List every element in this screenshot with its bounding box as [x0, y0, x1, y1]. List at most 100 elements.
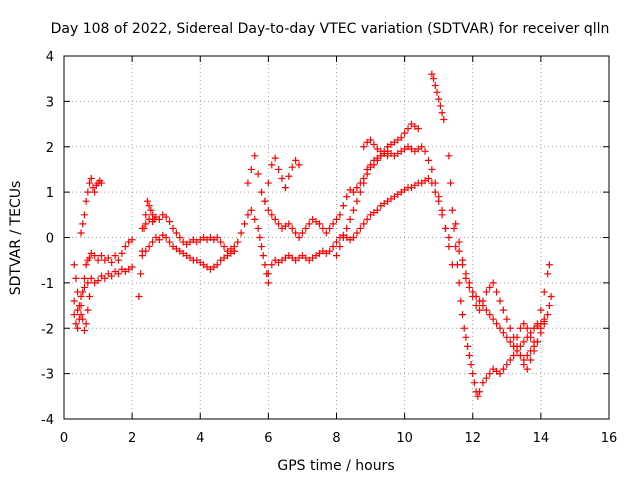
data-point: [258, 243, 266, 251]
data-point: [435, 197, 443, 205]
data-point: [438, 109, 446, 117]
data-point: [428, 165, 436, 173]
data-point: [169, 224, 177, 232]
data-point: [268, 161, 276, 169]
data-point: [367, 136, 375, 144]
data-point: [254, 170, 262, 178]
data-point: [424, 156, 432, 164]
data-point: [459, 261, 467, 269]
data-point: [479, 297, 487, 305]
data-point: [315, 220, 323, 228]
data-point: [115, 256, 122, 264]
data-point: [513, 333, 521, 341]
data-point: [353, 184, 361, 192]
data-point: [147, 206, 155, 214]
data-point: [217, 238, 225, 246]
data-point: [438, 211, 446, 219]
data-point: [442, 224, 449, 232]
data-point: [455, 247, 463, 255]
data-point: [503, 361, 511, 369]
data-point: [298, 229, 306, 237]
data-point: [499, 329, 507, 337]
data-point: [452, 220, 460, 228]
data-point: [363, 215, 371, 223]
data-point: [516, 351, 524, 359]
data-point: [80, 327, 88, 335]
data-point: [457, 297, 465, 305]
x-tick-label: 6: [264, 431, 272, 446]
data-point: [74, 288, 82, 296]
data-point: [140, 224, 148, 232]
data-point: [356, 224, 364, 232]
data-point: [251, 152, 259, 160]
data-point: [72, 274, 80, 282]
x-tick-label: 10: [396, 431, 413, 446]
data-point: [292, 156, 300, 164]
data-point: [476, 388, 484, 396]
data-point: [346, 215, 354, 223]
data-point: [230, 247, 238, 255]
data-point: [75, 302, 83, 310]
data-point: [128, 236, 136, 244]
data-point: [166, 218, 174, 226]
data-point: [462, 333, 470, 341]
data-point: [213, 234, 221, 241]
data-point: [82, 261, 90, 269]
data-point: [97, 252, 105, 260]
chart-title: Day 108 of 2022, Sidereal Day-to-day VTE…: [51, 21, 610, 37]
data-point: [506, 324, 514, 332]
data-point: [259, 252, 267, 260]
data-point: [82, 197, 90, 205]
data-point: [482, 306, 490, 314]
data-point: [336, 211, 344, 219]
data-point: [329, 220, 337, 228]
data-point: [94, 277, 102, 285]
data-point: [496, 324, 504, 332]
data-point: [322, 229, 330, 237]
data-point: [234, 238, 242, 246]
y-tick-label: -3: [41, 368, 54, 383]
data-point: [104, 254, 112, 262]
data-point: [452, 243, 460, 251]
data-point: [436, 102, 444, 110]
data-point: [343, 193, 351, 201]
data-point: [499, 365, 507, 373]
data-point: [254, 224, 262, 232]
data-point: [424, 175, 432, 183]
data-point: [278, 175, 286, 183]
x-tick-label: 0: [60, 431, 68, 446]
y-tick-label: 1: [46, 186, 54, 201]
data-point: [80, 274, 88, 282]
data-point: [496, 297, 504, 305]
data-point: [404, 125, 412, 133]
data-point: [493, 320, 501, 328]
data-point: [80, 211, 88, 219]
data-point: [302, 224, 310, 232]
data-point: [540, 288, 548, 296]
data-point: [465, 351, 473, 359]
data-point: [503, 333, 511, 341]
data-point: [373, 206, 381, 214]
plot-frame: [63, 55, 610, 420]
data-point: [77, 292, 85, 300]
data-point: [213, 261, 221, 269]
data-point: [486, 370, 494, 378]
data-point: [70, 311, 78, 319]
data-point: [467, 361, 475, 369]
data-point: [470, 379, 478, 387]
data-point: [370, 140, 378, 148]
data-point: [121, 243, 129, 251]
data-point: [70, 297, 78, 305]
data-point: [241, 220, 249, 228]
data-point: [356, 188, 364, 196]
data-point: [155, 236, 163, 244]
data-point: [350, 206, 358, 214]
data-point: [350, 234, 358, 241]
data-point: [373, 156, 381, 164]
data-point: [516, 324, 524, 332]
data-point: [220, 243, 228, 251]
y-tick-label: 0: [46, 232, 54, 247]
y-tick-label: 3: [46, 95, 54, 110]
data-point: [115, 270, 122, 278]
